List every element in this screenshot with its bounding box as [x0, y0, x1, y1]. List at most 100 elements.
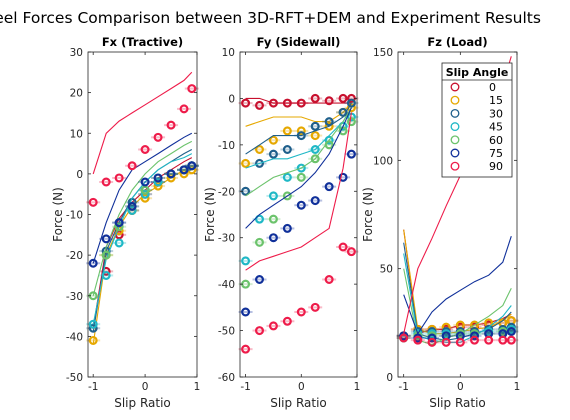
legend-item-75: 75	[450, 147, 503, 160]
experiment-point	[296, 98, 306, 108]
y-tick-label: -10	[66, 210, 83, 222]
model-line-60	[92, 140, 193, 296]
x-axis-label: Slip Ratio	[429, 396, 486, 410]
experiment-point	[324, 182, 334, 192]
legend-label: 60	[489, 134, 503, 147]
model-line-75	[403, 236, 512, 335]
experiment-point	[310, 302, 320, 312]
experiment-point	[282, 191, 292, 201]
experiment-point	[187, 84, 197, 94]
y-tick-label: -30	[66, 291, 83, 303]
model-line-45	[403, 253, 512, 343]
experiment-point	[310, 196, 320, 206]
legend-item-90: 90	[450, 160, 503, 173]
experiment-point	[470, 335, 480, 345]
series-angle-90	[238, 112, 359, 354]
experiment-point	[255, 100, 265, 110]
experiment-point	[427, 337, 437, 347]
series-angle-75	[86, 132, 199, 268]
x-tick-label: 0	[298, 381, 305, 393]
experiment-point	[241, 307, 251, 317]
experiment-point	[140, 193, 150, 203]
y-tick-label: 0	[228, 93, 235, 105]
experiment-point	[324, 135, 334, 145]
experiment-point	[324, 140, 334, 150]
experiment-point	[413, 335, 423, 345]
y-tick-label: 150	[373, 47, 393, 59]
legend-label: 75	[489, 147, 503, 160]
experiment-point	[310, 93, 320, 103]
x-tick-label: 1	[514, 381, 521, 393]
x-tick-label: -1	[398, 381, 408, 393]
experiment-point	[241, 98, 251, 108]
model-line-0	[403, 229, 512, 335]
experiment-point	[268, 233, 278, 243]
experiment-point	[399, 333, 409, 343]
experiment-point	[310, 154, 320, 164]
experiment-point	[255, 158, 265, 168]
model-line-15	[403, 229, 512, 335]
x-tick-label: 0	[142, 381, 149, 393]
experiment-point	[338, 242, 348, 252]
experiment-point	[268, 135, 278, 145]
series-angle-60	[238, 107, 359, 289]
x-axis-label: Slip Ratio	[270, 396, 327, 410]
y-tick-label: -50	[66, 372, 83, 384]
experiment-point	[470, 331, 480, 341]
experiment-point	[338, 93, 348, 103]
experiment-point	[324, 96, 334, 106]
experiment-point	[282, 145, 292, 155]
model-line-60	[245, 107, 352, 197]
legend-label: 15	[489, 94, 503, 107]
legend-item-0: 0	[450, 81, 496, 94]
experiment-point	[114, 222, 124, 232]
y-tick-label: -20	[66, 250, 83, 262]
experiment-point	[324, 117, 334, 127]
experiment-point	[268, 214, 278, 224]
experiment-point	[268, 191, 278, 201]
experiment-point	[346, 247, 356, 257]
y-tick-label: -60	[218, 372, 235, 384]
legend-item-45: 45	[450, 121, 503, 134]
subplot-title: Fx (Tractive)	[102, 35, 183, 49]
experiment-point	[310, 121, 320, 131]
x-tick-label: -1	[240, 381, 250, 393]
experiment-point	[140, 189, 150, 199]
experiment-point	[282, 223, 292, 233]
experiment-point	[179, 104, 189, 114]
experiment-point	[346, 117, 356, 127]
experiment-point	[296, 200, 306, 210]
y-axis-label: Force (N)	[361, 187, 375, 242]
experiment-point	[153, 132, 163, 142]
x-tick-label: 0	[457, 381, 464, 393]
model-line-75	[92, 132, 193, 264]
y-tick-label: 10	[222, 47, 235, 59]
series-angle-0	[238, 93, 359, 110]
x-tick-label: -1	[88, 381, 98, 393]
experiment-point	[127, 201, 137, 211]
experiment-point	[484, 335, 494, 345]
subplot-2: Fy (Sidewall)-1 0 1-60-50-40-30-20-10010Sl…	[203, 35, 360, 410]
experiment-point	[114, 238, 124, 248]
experiment-point	[140, 177, 150, 187]
experiment-point	[506, 327, 516, 337]
series-angle-45	[238, 107, 359, 266]
y-tick-label: 0	[76, 169, 83, 181]
experiment-point	[255, 214, 265, 224]
experiment-point	[88, 319, 98, 329]
y-tick-label: 30	[70, 47, 83, 59]
experiment-point	[338, 107, 348, 117]
y-tick-label: -40	[218, 279, 235, 291]
model-line-90	[245, 112, 352, 271]
model-line-0	[245, 97, 352, 104]
y-tick-label: -30	[218, 233, 235, 245]
experiment-point	[268, 149, 278, 159]
figure-title: Wheel Forces Comparison between 3D-RFT+D…	[0, 9, 541, 27]
x-tick-label: 1	[354, 381, 361, 393]
experiment-point	[427, 333, 437, 343]
experiment-point	[179, 165, 189, 175]
experiment-point	[296, 163, 306, 173]
legend-marker	[450, 122, 460, 132]
experiment-point	[346, 149, 356, 159]
